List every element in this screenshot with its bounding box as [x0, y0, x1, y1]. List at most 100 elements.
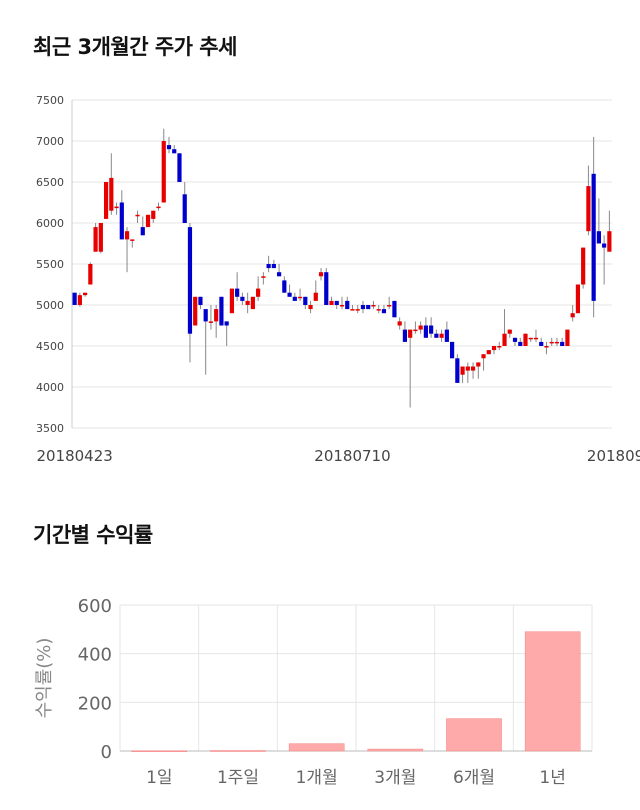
- candle: [308, 300, 313, 314]
- candle-body: [355, 309, 360, 311]
- candle: [439, 329, 444, 342]
- candle: [135, 210, 140, 223]
- candle: [282, 276, 287, 293]
- candle: [602, 235, 607, 285]
- candle: [339, 296, 345, 310]
- candle: [287, 284, 292, 297]
- price-y-tick-label: 4500: [36, 340, 64, 353]
- candle-body: [219, 296, 224, 326]
- returns-x-tick-label: 1일: [146, 768, 172, 788]
- returns-x-tick-label: 1주일: [217, 768, 259, 788]
- candle-body: [177, 153, 182, 182]
- candle: [119, 190, 124, 240]
- candle-body: [187, 227, 193, 334]
- candle-body: [381, 309, 387, 314]
- candle: [345, 296, 350, 310]
- returns-bar: [131, 750, 188, 753]
- candle-body: [240, 296, 245, 301]
- candle: [313, 280, 318, 301]
- candle-body: [596, 231, 601, 244]
- candle-body: [392, 300, 397, 318]
- candle-body: [114, 206, 119, 209]
- candle: [219, 296, 224, 326]
- candle: [245, 292, 250, 314]
- candle-body: [83, 292, 88, 296]
- returns-bar: [446, 718, 502, 752]
- candle-body: [156, 206, 161, 209]
- candle-body: [387, 305, 392, 307]
- candle: [161, 128, 166, 203]
- candle: [172, 145, 177, 154]
- candle: [229, 288, 234, 314]
- candle-body: [366, 305, 371, 310]
- candle: [486, 350, 491, 355]
- candle-body: [329, 300, 334, 305]
- candle: [177, 153, 182, 182]
- candle: [140, 216, 145, 236]
- candle: [235, 272, 240, 301]
- candle-body: [166, 145, 172, 150]
- candle: [261, 272, 266, 285]
- candle: [297, 288, 303, 301]
- candle: [581, 247, 586, 289]
- candle-body: [444, 329, 449, 342]
- candle: [193, 296, 198, 326]
- candle-body: [224, 321, 229, 326]
- candle: [271, 259, 276, 269]
- candle-body: [182, 194, 187, 223]
- candle: [518, 337, 523, 346]
- price-x-tick-label: 20180710: [314, 447, 390, 465]
- candle: [292, 292, 297, 301]
- candle-body: [287, 292, 292, 297]
- candle-body: [135, 214, 140, 217]
- candle: [324, 268, 329, 305]
- candle: [455, 354, 460, 383]
- candle-body: [261, 276, 266, 278]
- candle: [387, 296, 392, 310]
- price-y-tick-label: 4000: [36, 381, 64, 394]
- candle: [591, 136, 596, 318]
- candle-body: [439, 333, 444, 338]
- candle: [334, 300, 339, 310]
- candle-body: [497, 346, 502, 348]
- candle: [182, 182, 187, 223]
- candle-body: [402, 329, 408, 342]
- candle: [187, 223, 193, 363]
- price-y-tick-label: 6500: [36, 176, 64, 189]
- candle: [360, 300, 366, 314]
- returns-bar: [210, 750, 266, 752]
- candle-body: [350, 309, 355, 311]
- candle-body: [476, 362, 481, 367]
- candle-body: [297, 296, 303, 299]
- candle: [381, 305, 387, 314]
- candle: [512, 337, 518, 346]
- candle-body: [119, 202, 124, 240]
- candle-body: [397, 321, 402, 326]
- returns-y-tick-label: 400: [78, 645, 112, 666]
- candle: [276, 264, 282, 277]
- candle: [533, 329, 539, 342]
- returns-y-axis-label: 수익률(%): [34, 638, 55, 719]
- candle: [355, 305, 360, 314]
- candle: [203, 309, 208, 375]
- candle-body: [523, 333, 528, 346]
- candle-body: [544, 346, 549, 348]
- returns-y-tick-label: 0: [101, 742, 112, 763]
- candle-body: [502, 333, 507, 346]
- candle: [481, 354, 486, 371]
- candle-body: [408, 329, 413, 338]
- candle-body: [292, 296, 297, 301]
- candle-body: [491, 346, 497, 351]
- candle-body: [93, 227, 98, 252]
- candle-body: [570, 313, 575, 318]
- candle-body: [607, 231, 612, 252]
- candle: [130, 239, 135, 248]
- candle-body: [193, 296, 198, 326]
- candle-body: [345, 300, 350, 310]
- returns-bar: [288, 743, 345, 752]
- candle-body: [308, 305, 313, 310]
- candle: [329, 296, 334, 305]
- candle: [413, 321, 418, 334]
- candle-body: [282, 280, 287, 293]
